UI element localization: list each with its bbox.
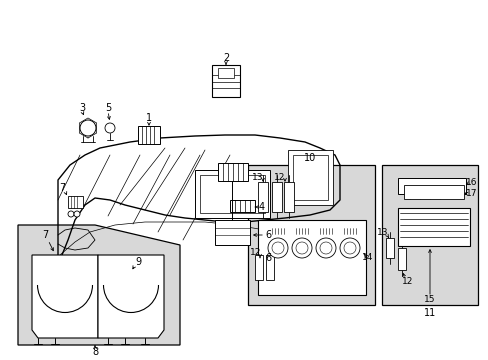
Text: 16: 16	[465, 177, 477, 186]
Bar	[385, 238, 393, 258]
Text: 5: 5	[104, 103, 111, 113]
Circle shape	[339, 238, 359, 258]
Text: 6: 6	[264, 230, 270, 240]
Bar	[397, 178, 465, 194]
Text: 12: 12	[402, 278, 413, 287]
Bar	[138, 126, 160, 144]
Bar	[287, 150, 332, 205]
Bar	[195, 170, 269, 218]
Bar	[229, 200, 254, 212]
Bar	[258, 220, 365, 295]
Text: 14: 14	[362, 253, 373, 262]
Bar	[200, 175, 264, 213]
Circle shape	[343, 242, 355, 254]
Text: 6: 6	[264, 253, 270, 263]
Bar	[292, 155, 327, 200]
Polygon shape	[98, 255, 163, 338]
Bar	[265, 255, 273, 280]
Bar	[218, 163, 247, 181]
Circle shape	[80, 120, 96, 136]
Circle shape	[271, 242, 284, 254]
Text: 2: 2	[223, 53, 229, 63]
Circle shape	[68, 211, 74, 217]
Bar	[68, 196, 83, 208]
Bar	[381, 165, 477, 305]
Text: 7: 7	[59, 183, 65, 193]
Text: 8: 8	[92, 347, 98, 357]
Text: 1: 1	[145, 113, 152, 123]
Bar	[254, 255, 263, 280]
Text: 17: 17	[465, 189, 477, 198]
Circle shape	[291, 238, 311, 258]
Bar	[258, 182, 267, 212]
Polygon shape	[18, 225, 180, 345]
Bar	[218, 68, 234, 78]
Text: 4: 4	[259, 202, 264, 212]
Circle shape	[319, 242, 331, 254]
Polygon shape	[32, 255, 98, 338]
Circle shape	[267, 238, 287, 258]
Bar	[403, 185, 463, 199]
Text: 12: 12	[274, 172, 285, 181]
Bar	[271, 182, 282, 212]
Text: 10: 10	[303, 153, 315, 163]
Circle shape	[105, 123, 115, 133]
Circle shape	[74, 211, 80, 217]
Text: 11: 11	[423, 308, 435, 318]
Text: 9: 9	[135, 257, 141, 267]
Bar	[397, 248, 405, 270]
Bar	[247, 165, 374, 305]
Bar	[397, 208, 469, 246]
Circle shape	[315, 238, 335, 258]
Text: 15: 15	[424, 296, 435, 305]
Bar	[212, 65, 240, 97]
Circle shape	[295, 242, 307, 254]
Bar	[284, 182, 293, 212]
Text: 7: 7	[42, 230, 48, 240]
Text: 3: 3	[79, 103, 85, 113]
Text: 12: 12	[250, 248, 261, 257]
Bar	[215, 220, 249, 245]
Text: 13: 13	[252, 172, 263, 181]
Text: 13: 13	[376, 228, 388, 237]
